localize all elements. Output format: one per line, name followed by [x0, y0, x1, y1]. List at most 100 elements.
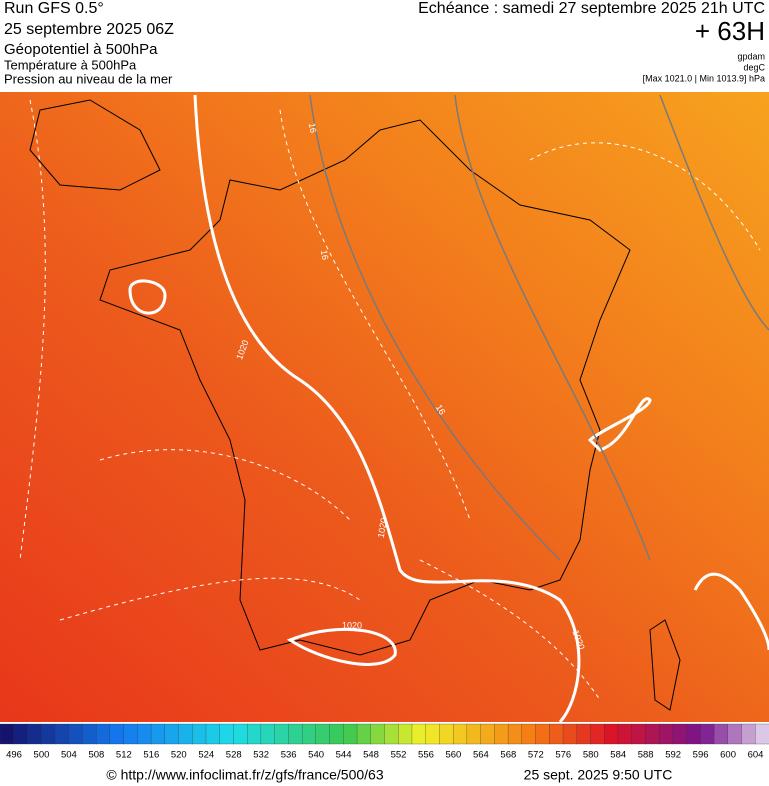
colorbar-swatch [494, 723, 509, 745]
colorbar-swatch [315, 723, 331, 745]
colorbar-label: 500 [34, 750, 50, 761]
colorbar-swatch [604, 723, 619, 745]
colorbar-swatch [68, 723, 84, 745]
colorbar-swatch [631, 723, 647, 745]
colorbar-swatch [398, 723, 413, 745]
colorbar-label: 580 [583, 750, 599, 761]
colorbar-swatch [41, 723, 56, 745]
colorbar-label: 588 [638, 750, 654, 761]
colorbar-swatch [658, 723, 674, 745]
colorbar-swatch [150, 723, 166, 745]
colorbar: 496 500 504 508 512 516 520 524 528 532 536 540 544 5… [0, 723, 769, 761]
colorbar-swatch [453, 723, 468, 745]
colorbar-label: 540 [308, 750, 324, 761]
colorbar-label: 584 [610, 750, 626, 761]
colorbar-swatch [507, 723, 523, 745]
colorbar-label: 552 [391, 750, 407, 761]
colorbar-label: 504 [61, 750, 77, 761]
colorbar-label: 556 [418, 750, 434, 761]
contour-label: 16 [307, 122, 319, 134]
colorbar-swatch [466, 723, 482, 745]
colorbar-label: 536 [281, 750, 297, 761]
colorbar-swatch [370, 723, 386, 745]
colorbar-swatch [590, 723, 605, 745]
unit: [Max 1021.0 | Min 1013.9] hPa [643, 73, 765, 83]
colorbar-label: 520 [171, 750, 187, 761]
colorbar-swatch [535, 723, 550, 745]
colorbar-swatch [356, 723, 372, 745]
colorbar-label: 568 [500, 750, 516, 761]
colorbar-label: 516 [143, 750, 159, 761]
colorbar-swatch [205, 723, 221, 745]
colorbar-label: 532 [253, 750, 269, 761]
colorbar-swatch [54, 723, 70, 745]
colorbar-label: 564 [473, 750, 489, 761]
colorbar-swatch [178, 723, 193, 745]
colorbar-swatch [274, 723, 290, 745]
colorbar-swatch [109, 723, 125, 745]
colorbar-swatch [411, 723, 427, 745]
timestamp: 25 sept. 2025 9:50 UTC [524, 767, 673, 783]
echeance: Echéance : samedi 27 septembre 2025 21h … [418, 0, 765, 17]
colorbar-swatch [439, 723, 454, 745]
colorbar-swatch [260, 723, 276, 745]
contour-label: 1020 [376, 517, 389, 538]
map-field [0, 92, 769, 722]
colorbar-swatch [95, 723, 111, 745]
contour-label: 16 [434, 403, 448, 417]
geopotential-contour [309, 94, 769, 561]
field: Température à 500hPa [4, 57, 137, 72]
colorbar-swatch [219, 723, 235, 745]
colorbar-swatch [288, 723, 303, 745]
unit: gpdam [737, 51, 765, 61]
colorbar-swatch [329, 723, 344, 745]
colorbar-swatch [192, 723, 207, 745]
temperature-contour [19, 99, 761, 701]
colorbar-swatch [123, 723, 138, 745]
colorbar-swatch [617, 723, 633, 745]
colorbar-label: 512 [116, 750, 132, 761]
run-date: 25 septembre 2025 06Z [4, 21, 174, 38]
colorbar-swatch [562, 723, 578, 745]
colorbar-swatch [549, 723, 564, 745]
colorbar-swatch [82, 723, 97, 745]
colorbar-swatch [343, 723, 358, 745]
colorbar-label: 548 [363, 750, 379, 761]
colorbar-swatch [576, 723, 592, 745]
colorbar-swatch [700, 723, 715, 745]
colorbar-label: 596 [693, 750, 709, 761]
colorbar-swatch [164, 723, 180, 745]
colorbar-swatch [0, 723, 15, 745]
colorbar-swatch [233, 723, 248, 745]
colorbar-swatch [425, 723, 441, 745]
field: Géopotentiel à 500hPa [4, 41, 158, 58]
colorbar-label: 572 [528, 750, 544, 761]
colorbar-swatch [247, 723, 262, 745]
colorbar-label: 544 [336, 750, 352, 761]
colorbar-label: 524 [198, 750, 214, 761]
colorbar-swatch [27, 723, 42, 745]
coastline [29, 99, 681, 711]
colorbar-swatch [755, 723, 769, 745]
run-title: Run GFS 0.5° [4, 0, 104, 17]
colorbar-swatch [521, 723, 537, 745]
colorbar-label: 576 [555, 750, 571, 761]
contour-label: 16 [319, 249, 331, 261]
colorbar-swatch [137, 723, 152, 745]
colorbar-swatch [384, 723, 399, 745]
colorbar-swatch [741, 723, 756, 745]
unit: degC [743, 62, 765, 72]
colorbar-label: 496 [6, 750, 22, 761]
isobar [128, 94, 769, 724]
colorbar-swatch [645, 723, 660, 745]
lead-time: + 63H [695, 16, 765, 46]
field: Pression au niveau de la mer [4, 71, 173, 86]
colorbar-label: 528 [226, 750, 242, 761]
colorbar-label: 592 [665, 750, 681, 761]
colorbar-swatch [480, 723, 496, 745]
contour-label: 1020 [342, 620, 362, 630]
colorbar-label: 600 [720, 750, 736, 761]
colorbar-label: 508 [88, 750, 104, 761]
colorbar-swatch [686, 723, 701, 745]
colorbar-swatch [301, 723, 317, 745]
